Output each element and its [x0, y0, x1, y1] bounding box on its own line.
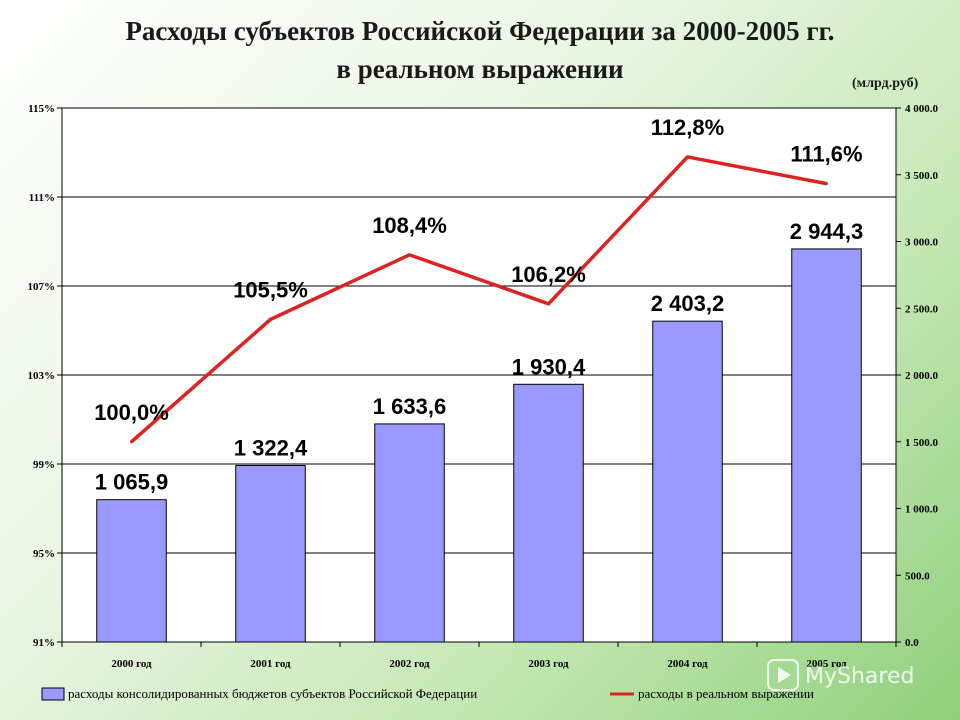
line-point [408, 253, 411, 257]
line-series: 100,0% 105,5% 108,4% 106,2% 112,8% 111,6% [94, 115, 863, 444]
category-label: 2002 год [389, 658, 430, 670]
left-tick-label: 111% [29, 192, 55, 204]
category-label: 2005 год [806, 658, 847, 670]
legend: расходы консолидированных бюджетов субъе… [41, 686, 814, 701]
line-data-label: 106,2% [511, 262, 586, 287]
left-tick-label: 99% [33, 459, 55, 471]
chart-title-block: Расходы субъектов Российской Федерации з… [0, 12, 960, 88]
line-data-label: 112,8% [651, 115, 724, 140]
watermark: MyShared [767, 659, 914, 691]
bar [96, 499, 167, 643]
right-tick-label: 2 500.0 [905, 303, 939, 315]
chart-title: Расходы субъектов Российской Федерации з… [125, 16, 835, 46]
bar-series: 1 065,9 1 322,4 1 633,6 1 930,4 2 403,2 2 944… [95, 219, 863, 643]
bar-data-label: 1 930,4 [512, 354, 586, 379]
watermark-text: MyShared [805, 664, 914, 689]
category-label: 2004 год [667, 658, 708, 670]
line-point [686, 155, 689, 159]
bar [791, 248, 862, 643]
line-point [825, 182, 828, 186]
left-tick-label: 95% [33, 548, 55, 560]
bar [513, 383, 584, 643]
bar [652, 320, 723, 643]
line-data-label: 111,6% [790, 142, 862, 167]
right-tick-label: 1 000.0 [905, 504, 939, 516]
line-point [547, 302, 550, 306]
right-tick-label: 0.0 [905, 637, 919, 649]
right-tick-label: 3 000.0 [905, 237, 939, 249]
left-tick-label: 103% [28, 370, 56, 382]
right-tick-label: 500.0 [905, 570, 930, 582]
category-label: 2001 год [250, 658, 291, 670]
bar-data-label: 2 944,3 [790, 219, 863, 244]
line-data-label: 108,4% [372, 213, 447, 238]
left-tick-label: 115% [28, 103, 55, 115]
line-data-label: 100,0% [94, 400, 169, 425]
line-point [269, 317, 272, 321]
line-point [130, 440, 133, 444]
line-path [130, 155, 827, 444]
left-tick-label: 107% [28, 281, 56, 293]
right-axis: 0.0 500.0 1 000.0 1 500.0 2 000.0 2 500.0 3 00… [896, 103, 939, 649]
bar [374, 423, 445, 643]
bar-data-label: 1 633,6 [373, 394, 446, 419]
left-tick-label: 91% [33, 637, 55, 649]
right-tick-label: 4 000.0 [905, 103, 939, 115]
legend-bar-swatch [41, 687, 65, 701]
unit-note: (млрд.руб) [852, 76, 919, 91]
legend-bar-label: расходы консолидированных бюджетов субъе… [68, 686, 477, 701]
right-tick-label: 2 000.0 [905, 370, 939, 382]
gridlines [62, 196, 896, 554]
bar-data-label: 2 403,2 [651, 291, 724, 316]
chart-subtitle: в реальном выражении [336, 54, 624, 84]
category-axis: 2000 год 2001 год 2002 год 2003 год 2004 год… [61, 642, 897, 670]
play-triangle-icon [778, 667, 791, 683]
right-tick-label: 3 500.0 [905, 170, 939, 182]
category-label: 2003 год [528, 658, 569, 670]
line-data-label: 105,5% [233, 277, 308, 302]
bar-data-label: 1 065,9 [95, 470, 168, 495]
bar-data-label: 1 322,4 [234, 435, 308, 460]
left-axis: 91% 95% 99% 103% 107% 111% 115% [28, 103, 62, 649]
category-label: 2000 год [111, 658, 152, 670]
play-logo-icon [767, 659, 799, 691]
legend-line-label: расходы в реальном выражении [638, 686, 814, 701]
right-tick-label: 1 500.0 [905, 437, 939, 449]
bar [235, 464, 306, 643]
